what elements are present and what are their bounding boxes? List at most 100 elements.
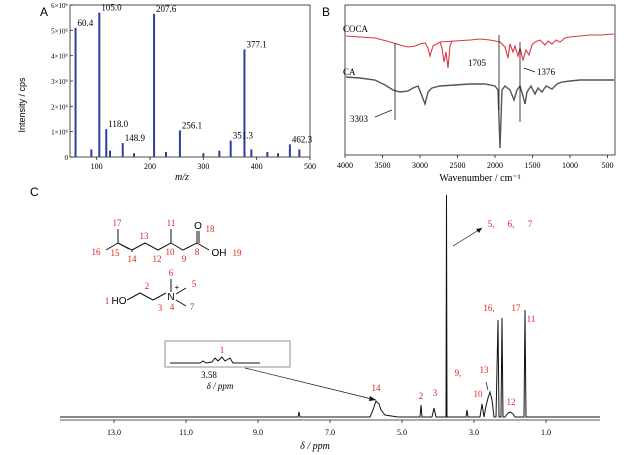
panel-c: C 13.0 11.0 9.0 7.0 5.0 3.0 1.0 δ / ppm 14 2 3… bbox=[30, 185, 600, 452]
x-tick-label: 11.0 bbox=[179, 428, 193, 437]
atom-3: 3 bbox=[158, 303, 163, 313]
x-tick-label: 400 bbox=[251, 162, 263, 171]
inset-xlabel: δ / ppm bbox=[207, 381, 234, 391]
arrowhead-5-6-7 bbox=[476, 228, 482, 233]
peak-label-3: 3 bbox=[433, 388, 438, 398]
atom-8: 8 bbox=[195, 247, 200, 257]
arrow-1376 bbox=[523, 67, 536, 73]
atom-12: 12 bbox=[153, 254, 162, 264]
atom-17: 17 bbox=[113, 218, 123, 228]
coca-spectrum-line bbox=[345, 33, 615, 63]
x-tick-label: 3500 bbox=[375, 161, 391, 170]
nmr-xlabel: δ / ppm bbox=[300, 441, 330, 452]
x-tick-label: 4000 bbox=[337, 161, 353, 170]
label-1705: 1705 bbox=[468, 58, 487, 68]
x-tick-label: 3000 bbox=[412, 161, 428, 170]
peak-label-9: 9, bbox=[455, 368, 462, 378]
x-tick-label: 7.0 bbox=[325, 428, 335, 437]
x-tick-label: 500 bbox=[602, 161, 614, 170]
label-1376: 1376 bbox=[537, 67, 556, 77]
inset-tick: 3.58 bbox=[201, 370, 217, 380]
panel-a-ylabel: Intensity / cps bbox=[17, 77, 27, 133]
peak-label-12: 12 bbox=[507, 397, 516, 407]
atom-18: 18 bbox=[206, 224, 216, 234]
y-tick-label: 2×10⁶ bbox=[51, 103, 68, 111]
atom-19: 19 bbox=[233, 248, 243, 258]
x-tick-label: 500 bbox=[304, 162, 316, 171]
nmr-x-ticks: 13.0 11.0 9.0 7.0 5.0 3.0 1.0 bbox=[107, 420, 551, 437]
ms-peak-label: 462.3 bbox=[292, 134, 313, 144]
panel-a-xlabel: m/z bbox=[175, 172, 189, 183]
panel-b-x-ticks: 4000 3500 3000 2500 2000 1500 1000 500 bbox=[337, 155, 614, 170]
panel-b: B Wavenumber / cm⁻¹ 4000 3500 3000 2500 2000… bbox=[322, 4, 616, 184]
y-tick-label: 6×10⁶ bbox=[51, 2, 68, 10]
panel-b-letter: B bbox=[322, 5, 330, 19]
arrowhead-inset bbox=[369, 396, 376, 401]
arrow-inset bbox=[244, 367, 377, 401]
coca-ch-stretch bbox=[439, 40, 453, 69]
atom-2: 2 bbox=[145, 281, 150, 291]
atom-1: 1 bbox=[105, 296, 110, 306]
panel-b-frame bbox=[344, 4, 616, 156]
x-tick-label: 2000 bbox=[487, 161, 503, 170]
ms-peak-label: 207.6 bbox=[156, 4, 177, 14]
inset-peak-label: 1 bbox=[220, 345, 225, 355]
atom-N: N bbox=[167, 292, 174, 303]
panel-a: A Intensity / cps m/z 0 1×10⁶ 2×10⁶ 3×10⁶ 4×… bbox=[17, 2, 316, 183]
atom-6: 6 bbox=[169, 268, 174, 278]
atom-charge: + bbox=[175, 283, 180, 292]
panel-c-letter: C bbox=[30, 185, 39, 199]
panel-b-xlabel: Wavenumber / cm⁻¹ bbox=[439, 173, 520, 184]
peak-label-5: 5, bbox=[488, 219, 495, 229]
label-3303: 3303 bbox=[350, 114, 369, 124]
ms-peak-label: 118.0 bbox=[108, 119, 128, 129]
x-tick-label: 13.0 bbox=[107, 428, 121, 437]
atom-10: 10 bbox=[166, 247, 176, 257]
y-tick-label: 3×10⁶ bbox=[51, 78, 68, 86]
x-tick-label: 1000 bbox=[562, 161, 578, 170]
legend-ca: CA bbox=[343, 67, 356, 77]
x-tick-label: 300 bbox=[197, 162, 209, 171]
panel-a-peak-labels: 60.4 105.0 118.0 148.9 207.6 256.1 351.3 377.1 4… bbox=[78, 3, 313, 145]
ms-peak-label: 351.3 bbox=[233, 131, 254, 141]
atom-O: O bbox=[194, 221, 202, 232]
inset-spectrum-line bbox=[170, 356, 260, 364]
panel-a-y-ticks: 0 1×10⁶ 2×10⁶ 3×10⁶ 4×10⁶ 5×10⁶ 6×10⁶ bbox=[51, 2, 73, 162]
peak-label-14: 14 bbox=[372, 383, 382, 393]
y-tick-label: 1×10⁶ bbox=[51, 129, 68, 137]
peak-label-16: 16, bbox=[483, 303, 494, 313]
ms-peak-label: 148.9 bbox=[125, 133, 146, 143]
ca-spectrum-line bbox=[345, 76, 614, 149]
peak-label-11: 11 bbox=[527, 314, 536, 324]
peak-label-17: 17 bbox=[512, 303, 522, 313]
atom-16: 16 bbox=[92, 247, 102, 257]
y-tick-label: 4×10⁶ bbox=[51, 53, 68, 61]
arrow-to-5-6-7 bbox=[452, 227, 483, 247]
x-tick-label: 9.0 bbox=[253, 428, 263, 437]
y-tick-label: 5×10⁶ bbox=[51, 27, 68, 35]
ms-peak-label: 105.0 bbox=[101, 3, 122, 13]
x-tick-label: 3.0 bbox=[469, 428, 479, 437]
panel-a-peaks bbox=[74, 12, 301, 157]
x-tick-label: 100 bbox=[91, 162, 103, 171]
ms-peak-label: 60.4 bbox=[78, 18, 94, 28]
atom-5: 5 bbox=[192, 279, 197, 289]
x-tick-label: 200 bbox=[144, 162, 156, 171]
peak-label-10: 10 bbox=[474, 389, 484, 399]
legend-coca: COCA bbox=[343, 24, 369, 34]
x-tick-label: 1500 bbox=[525, 161, 541, 170]
peak-label-6: 6, bbox=[508, 219, 515, 229]
atom-13: 13 bbox=[140, 231, 150, 241]
atom-7: 7 bbox=[190, 302, 195, 312]
nmr-spectrum-line bbox=[60, 194, 600, 418]
atom-HO: HO bbox=[112, 296, 127, 307]
x-tick-label: 2500 bbox=[450, 161, 466, 170]
peak-label-2: 2 bbox=[419, 391, 424, 401]
x-tick-label: 1.0 bbox=[541, 428, 551, 437]
cation-structure bbox=[126, 279, 187, 307]
atom-4: 4 bbox=[170, 302, 175, 312]
arrow-13 bbox=[485, 381, 489, 391]
acid-structure bbox=[105, 229, 210, 252]
panel-a-x-ticks: 100 200 300 400 500 bbox=[91, 157, 316, 171]
